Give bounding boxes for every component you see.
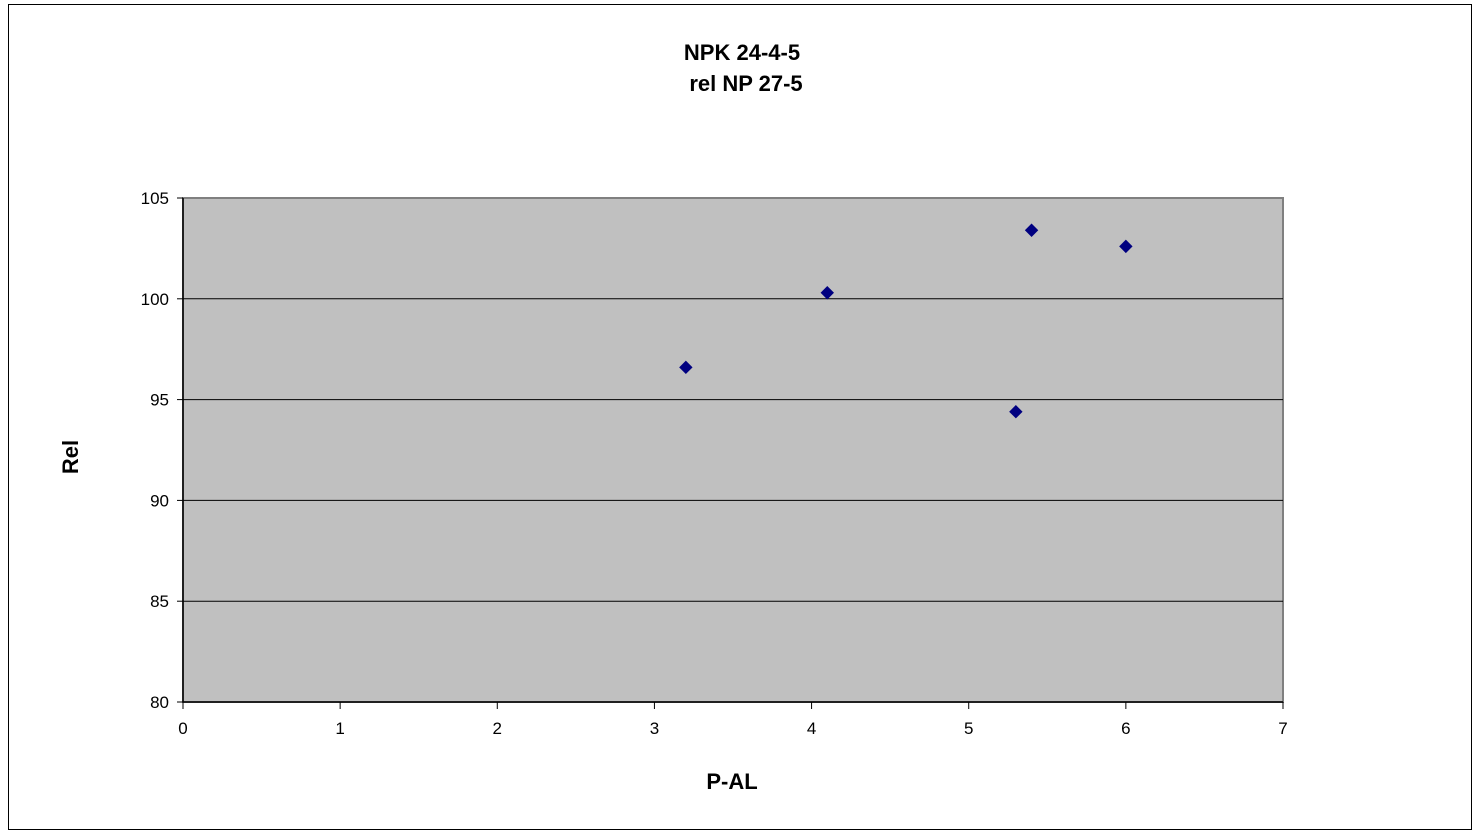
x-tick-label-3: 3 (650, 719, 659, 738)
data-points (679, 223, 1133, 419)
chart-subtitle: rel NP 27-5 (689, 71, 802, 96)
y-tick-label-80: 80 (150, 693, 169, 712)
x-tick-label-0: 0 (178, 719, 187, 738)
axes (177, 197, 1284, 709)
x-tick-label-1: 1 (335, 719, 344, 738)
data-point-5 (1119, 239, 1133, 254)
y-tick-label-85: 85 (150, 592, 169, 611)
data-point-3 (1009, 404, 1023, 419)
x-tick-label-4: 4 (807, 719, 816, 738)
plot-area (182, 197, 1284, 703)
y-tick-label-90: 90 (150, 491, 169, 510)
y-axis-title: Rel (58, 440, 83, 474)
x-tick-label-5: 5 (964, 719, 973, 738)
data-point-2 (820, 286, 834, 300)
x-tick-label-7: 7 (1278, 719, 1287, 738)
y-tick-label-105: 105 (141, 189, 169, 208)
chart-title: NPK 24-4-5 (684, 40, 800, 65)
tick-labels: 80 85 90 95 100 105 0 1 2 3 4 5 6 7 (141, 189, 1288, 738)
y-tick-label-100: 100 (141, 290, 169, 309)
x-tick-label-6: 6 (1121, 719, 1130, 738)
x-tick-label-2: 2 (493, 719, 502, 738)
data-point-4 (1024, 223, 1039, 237)
x-axis-title: P-AL (706, 769, 757, 794)
data-point-1 (679, 360, 693, 375)
gridlines (183, 298, 1283, 602)
y-tick-label-95: 95 (150, 391, 169, 410)
